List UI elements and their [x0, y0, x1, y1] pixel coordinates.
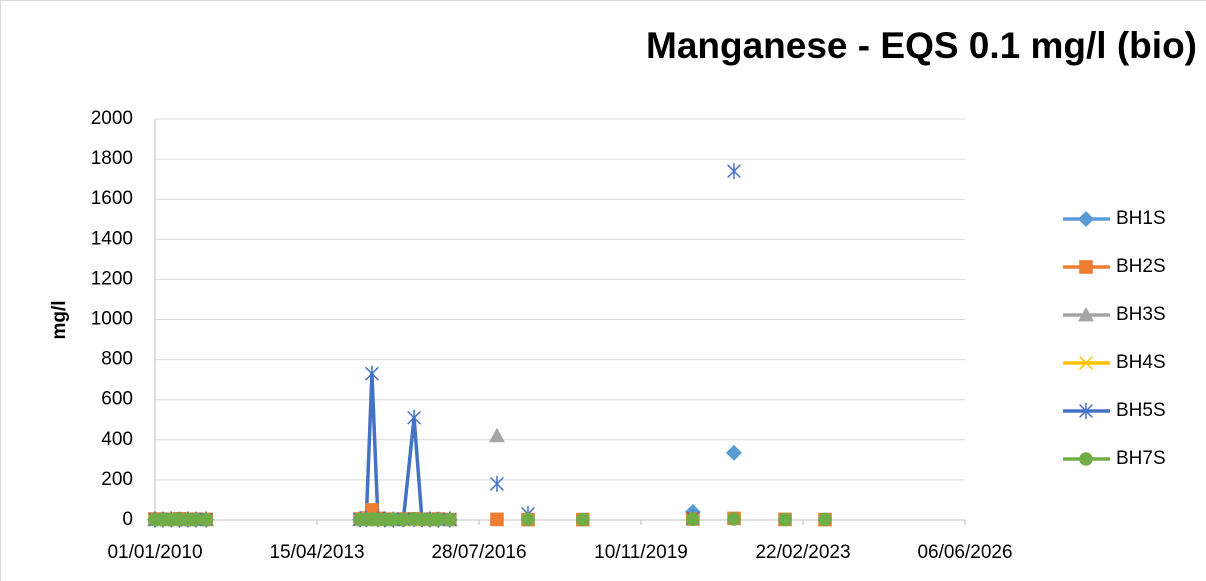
- x-tick-label: 28/07/2016: [431, 542, 526, 563]
- legend-label: BH1S: [1116, 208, 1166, 229]
- y-tick-label: 1800: [91, 148, 133, 169]
- y-tick-label: 200: [101, 469, 133, 490]
- data-point: [686, 512, 700, 526]
- y-tick-label: 1200: [91, 268, 133, 289]
- data-point: [490, 475, 504, 492]
- legend-marker: [1079, 356, 1093, 370]
- legend-label: BH4S: [1116, 352, 1166, 373]
- y-tick-label: 400: [101, 429, 133, 450]
- y-tick-label: 2000: [91, 108, 133, 129]
- x-tick-label: 10/11/2019: [594, 542, 688, 563]
- data-point: [365, 365, 379, 382]
- data-point: [521, 512, 535, 527]
- x-tick-label: 22/02/2023: [755, 542, 850, 563]
- y-tick-label: 1600: [91, 188, 133, 209]
- x-tick-label: 06/06/2026: [917, 542, 1012, 563]
- data-point: [407, 409, 421, 426]
- data-point: [490, 512, 504, 527]
- data-point: [727, 163, 741, 180]
- legend-marker: [1079, 452, 1093, 466]
- legend-marker: [1078, 211, 1094, 227]
- data-point: [189, 512, 203, 527]
- x-tick-label: 01/01/2010: [107, 542, 202, 563]
- data-point: [386, 512, 401, 526]
- legend-marker: [1079, 403, 1093, 419]
- legend-label: BH2S: [1116, 256, 1166, 277]
- data-point: [488, 427, 505, 443]
- data-point: [443, 512, 457, 527]
- data-point: [727, 512, 741, 526]
- y-tick-label: 800: [101, 349, 133, 370]
- y-tick-label: 600: [101, 389, 133, 410]
- data-point: [726, 444, 743, 461]
- data-point: [778, 512, 792, 527]
- legend-label: BH3S: [1116, 304, 1166, 325]
- data-point: [576, 512, 590, 527]
- chart-title: Manganese - EQS 0.1 mg/l (bio): [646, 25, 1197, 66]
- y-tick-label: 0: [122, 509, 133, 530]
- data-point: [199, 512, 213, 527]
- legend-label: BH5S: [1116, 400, 1166, 421]
- x-tick-label: 15/04/2013: [269, 542, 364, 563]
- y-axis-label: mg/l: [49, 300, 70, 339]
- y-tick-label: 1400: [91, 228, 133, 249]
- data-point: [431, 512, 446, 527]
- legend-marker: [1078, 307, 1094, 322]
- data-point: [396, 512, 411, 527]
- legend-label: BH7S: [1116, 448, 1166, 469]
- y-tick-label: 1000: [91, 309, 133, 330]
- data-point: [818, 512, 832, 527]
- legend-marker: [1079, 260, 1093, 274]
